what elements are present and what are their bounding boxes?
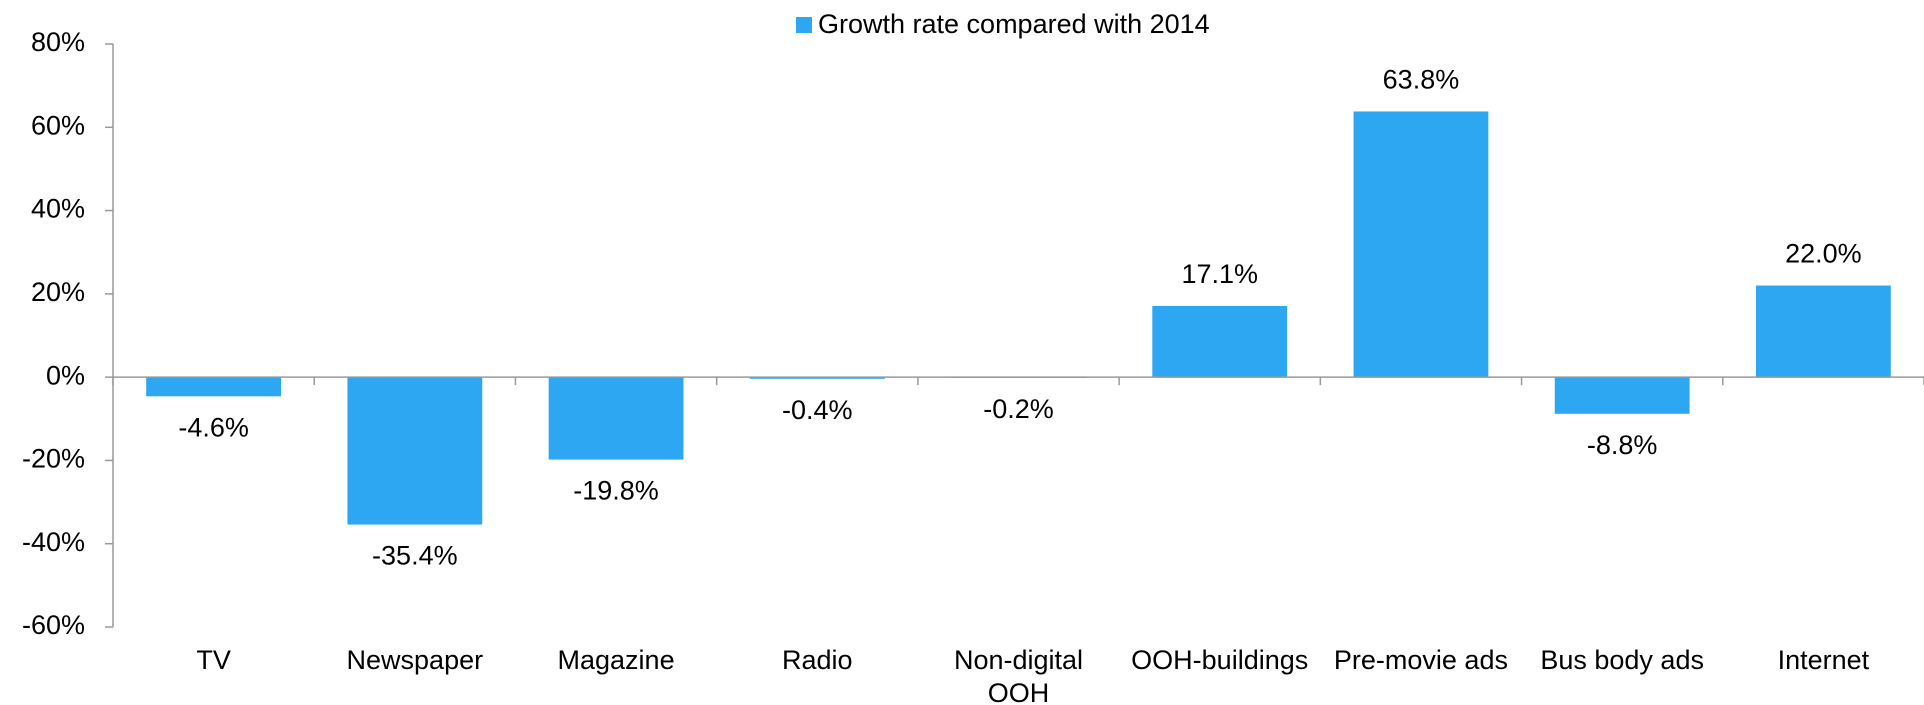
bar bbox=[749, 377, 885, 379]
data-label: 63.8% bbox=[1383, 65, 1460, 95]
x-tick-label: Radio bbox=[782, 645, 853, 675]
bar bbox=[146, 377, 282, 397]
x-tick-label: TV bbox=[196, 645, 231, 675]
data-label: 17.1% bbox=[1181, 259, 1258, 289]
bar bbox=[347, 377, 483, 525]
x-tick-label: Bus body ads bbox=[1540, 645, 1704, 675]
y-tick-label: 0% bbox=[46, 360, 85, 390]
x-tick-label: Non-digital OOH bbox=[954, 645, 1083, 705]
data-label: -4.6% bbox=[178, 412, 249, 442]
data-label: -19.8% bbox=[573, 476, 659, 506]
y-tick-label: 40% bbox=[31, 194, 85, 224]
x-tick-label: Internet bbox=[1778, 645, 1870, 675]
x-tick-label: Pre-movie ads bbox=[1334, 645, 1508, 675]
bar bbox=[548, 377, 684, 460]
y-tick-label: 80% bbox=[31, 27, 85, 57]
y-tick-label: 20% bbox=[31, 277, 85, 307]
x-tick-label: Magazine bbox=[558, 645, 675, 675]
legend-swatch bbox=[796, 17, 812, 33]
y-tick-label: -40% bbox=[22, 527, 85, 557]
y-tick-label: -20% bbox=[22, 444, 85, 474]
bar bbox=[1554, 377, 1690, 414]
legend-label: Growth rate compared with 2014 bbox=[818, 9, 1210, 39]
data-label: -0.2% bbox=[983, 394, 1054, 424]
data-label: 22.0% bbox=[1785, 239, 1862, 269]
data-label: -0.4% bbox=[782, 395, 853, 425]
data-label: -35.4% bbox=[372, 541, 458, 571]
x-tick-label: Newspaper bbox=[347, 645, 484, 675]
bar bbox=[1152, 305, 1288, 378]
data-label: -8.8% bbox=[1587, 430, 1658, 460]
y-tick-label: -60% bbox=[22, 610, 85, 640]
x-tick-label: OOH-buildings bbox=[1131, 645, 1308, 675]
bar bbox=[1353, 111, 1489, 378]
bar bbox=[1755, 285, 1891, 378]
y-tick-label: 60% bbox=[31, 110, 85, 140]
